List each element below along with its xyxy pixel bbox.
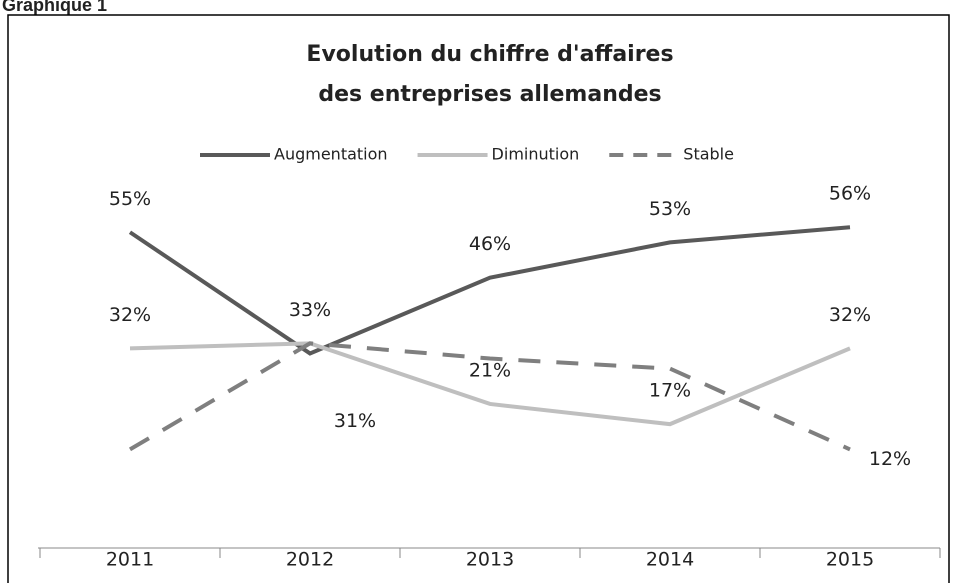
x-tick-label: 2012 [286, 549, 334, 571]
x-tick-label: 2014 [646, 549, 694, 571]
legend-label: Diminution [492, 145, 580, 164]
data-label: 32% [109, 304, 151, 326]
data-label: 21% [469, 359, 511, 381]
legend-label: Stable [683, 145, 734, 164]
data-label: 33% [289, 299, 331, 321]
x-tick-label: 2011 [106, 549, 154, 571]
chart-frame [7, 14, 950, 583]
chart-title: des entreprises allemandes [318, 82, 661, 107]
series-line [128, 225, 851, 356]
chart-title: Evolution du chiffre d'affaires [306, 42, 673, 67]
data-label: 55% [109, 188, 151, 210]
data-label: 31% [334, 410, 376, 432]
x-tick-label: 2013 [466, 549, 514, 571]
heading: Graphique 1 [2, 0, 107, 15]
data-label: 32% [829, 304, 871, 326]
legend-label: Augmentation [274, 145, 388, 164]
x-tick-label: 2015 [826, 549, 874, 571]
series-line [129, 341, 851, 427]
data-label: 53% [649, 198, 691, 220]
data-label: 46% [469, 233, 511, 255]
data-label: 12% [869, 448, 911, 470]
data-label: 17% [649, 380, 691, 402]
series-line [128, 341, 851, 452]
data-label: 56% [829, 183, 871, 205]
